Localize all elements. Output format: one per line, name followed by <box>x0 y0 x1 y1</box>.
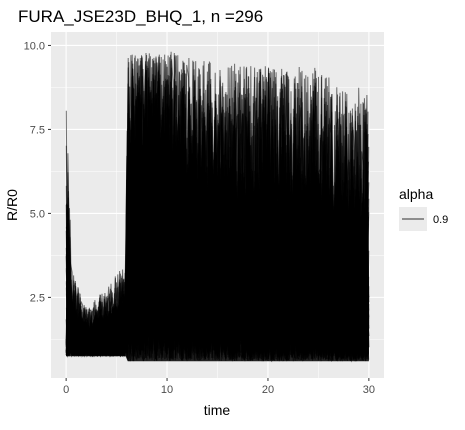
legend-title: alpha <box>399 186 433 202</box>
y-tick-label: 5.0 <box>30 208 45 220</box>
axes-layer: 0 10 20 30 2.5 5.0 7.5 10.0 <box>24 40 375 396</box>
y-axis-title: R/R0 <box>4 189 20 221</box>
legend-label: 0.9 <box>433 214 448 226</box>
x-axis-title: time <box>204 402 231 418</box>
y-tick-label: 10.0 <box>24 40 45 52</box>
x-tick-label: 10 <box>161 384 173 396</box>
data-layer <box>65 51 370 363</box>
chart-title: FURA_JSE23D_BHQ_1, n =296 <box>18 7 263 26</box>
x-tick-label: 20 <box>262 384 274 396</box>
dense-trace-mass <box>66 139 369 362</box>
legend: alpha 0.9 <box>399 186 448 231</box>
x-tick-label: 0 <box>63 384 69 396</box>
y-tick-label: 2.5 <box>30 292 45 304</box>
x-tick-label: 30 <box>363 384 375 396</box>
y-tick-label: 7.5 <box>30 124 45 136</box>
